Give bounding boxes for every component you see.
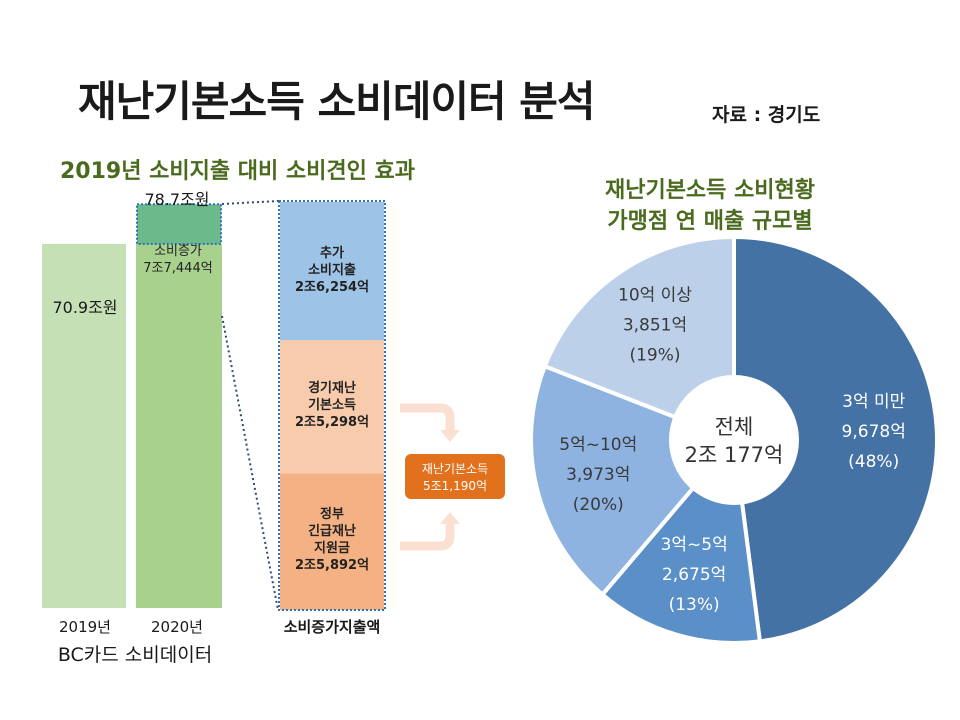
increase-name: 소비증가 [154,244,202,259]
segment-1-line-1: 추가 [320,246,344,261]
combined-box [405,454,505,499]
pie-slice-3-label-2: 3,973억 [566,465,630,485]
segment-3-label: 정부 긴급재난 지원금 2조5,892억 [279,506,385,574]
x-axis-label: BC카드 소비데이터 [57,644,213,666]
breakdown-segment-additional [280,202,384,341]
breakdown-segment-government [280,473,384,610]
segment-2-line-3: 2조5,298억 [294,415,370,430]
pie-slice-1-label-1: 3억 미만 [842,392,905,412]
segment-1-line-3: 2조6,254억 [294,280,370,295]
segment-3-line-1: 정부 [320,507,344,522]
total-label-2019: 70.9조원 [52,298,118,317]
pie-chart-title-line-1: 재난기본소득 소비현황 [604,178,816,203]
bar-2020-increase [136,203,222,246]
pie-chart-title-line-2: 가맹점 연 매출 규모별 [607,209,813,234]
arrow-head-down-icon [440,430,460,442]
segment-3-line-3: 지원금 [314,541,350,556]
segment-3-line-4: 2조5,892억 [294,558,370,573]
increase-amount: 7조7,444억 [143,261,213,276]
pie-slice-2-label-2: 2,675억 [662,565,726,585]
pie-slice-3-label-1: 5억~10억 [559,435,637,455]
breakdown-segment-gyeonggi [280,340,384,474]
bar-2019 [42,244,126,609]
bar-2020 [136,244,222,609]
source-label: 자료 : 경기도 [712,104,821,126]
combined-label-2: 5조1,190억 [423,479,487,493]
total-label-2020: 78.7조원 [144,190,210,209]
breakdown-label: 소비증가지출액 [283,618,381,636]
segment-1-line-2: 소비지출 [308,263,356,278]
arrow-down-icon [400,403,455,432]
segment-2-label: 경기재난 기본소득 2조5,298억 [279,380,385,431]
pie-slice-1-label-3: (48%) [848,452,899,472]
connector-bottom [221,315,279,611]
x-tick-2019: 2019년 [59,618,111,636]
x-tick-2020: 2020년 [151,618,203,636]
connector-top [221,200,279,205]
pie-slice-4-label-3: (19%) [629,345,680,365]
pie-slice-4-label-1: 10억 이상 [618,285,692,305]
segment-2-line-2: 기본소득 [308,398,356,413]
segment-3-line-2: 긴급재난 [308,524,356,539]
pie-center-label-1: 전체 [715,415,754,439]
pie-center-label-2: 2조 177억 [685,443,784,467]
pie-slice-3-label-3: (20%) [573,495,624,515]
arrow-head-up-icon [440,512,460,524]
pie-slice-4 [542,234,736,443]
pie-slice-1-label-2: 9,678억 [842,422,906,442]
increase-label: 소비증가 7조7,444억 [138,243,218,277]
pie-slice-2-label-3: (13%) [669,595,720,615]
pie-center [669,375,799,505]
pie-slice-2-label-1: 3억~5억 [661,535,728,555]
segment-1-label: 추가 소비지출 2조6,254억 [279,245,385,296]
bar-chart: 재난기본소득 5조1,190억 [42,200,505,611]
page-title: 재난기본소득 소비데이터 분석 [78,77,596,126]
combined-label-1: 재난기본소득 [422,462,488,476]
pie-slice-4-label-2: 3,851억 [623,315,687,335]
bar-chart-subtitle: 2019년 소비지출 대비 소비견인 효과 [60,159,415,184]
segment-2-line-1: 경기재난 [308,381,356,396]
breakdown-border [278,200,386,611]
pie-slice-1 [732,234,939,644]
pie-chart: 3억 미만 9,678억 (48%) 3억~5억 2,675억 (13%) 5억~10억 3,… [529,234,939,645]
arrow-up-icon [400,522,455,551]
